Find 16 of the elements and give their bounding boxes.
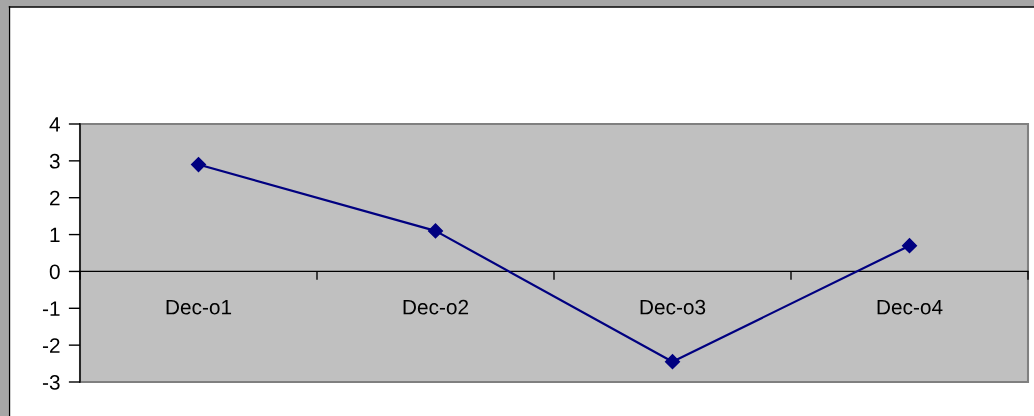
point xyxy=(190,156,207,173)
y-tick-label: 4 xyxy=(49,117,60,132)
point xyxy=(901,238,918,254)
y-tick-label: -1 xyxy=(42,301,60,316)
y-tick-label: 2 xyxy=(50,190,60,206)
x-tick-label: Dec-o1 xyxy=(166,299,232,315)
y-tick-label: 1 xyxy=(50,227,60,243)
x-tick-label: Dec-o2 xyxy=(403,299,469,315)
point xyxy=(664,354,681,370)
y-tick-label: -3 xyxy=(42,375,60,390)
x-tick-label: Dec-o4 xyxy=(877,299,943,315)
y-tick-label: -2 xyxy=(42,338,60,353)
x-tick-label: Dec-o3 xyxy=(640,299,706,315)
point xyxy=(427,223,444,239)
y-tick-label: 3 xyxy=(49,153,60,169)
y-tick-label: 0 xyxy=(49,264,60,280)
